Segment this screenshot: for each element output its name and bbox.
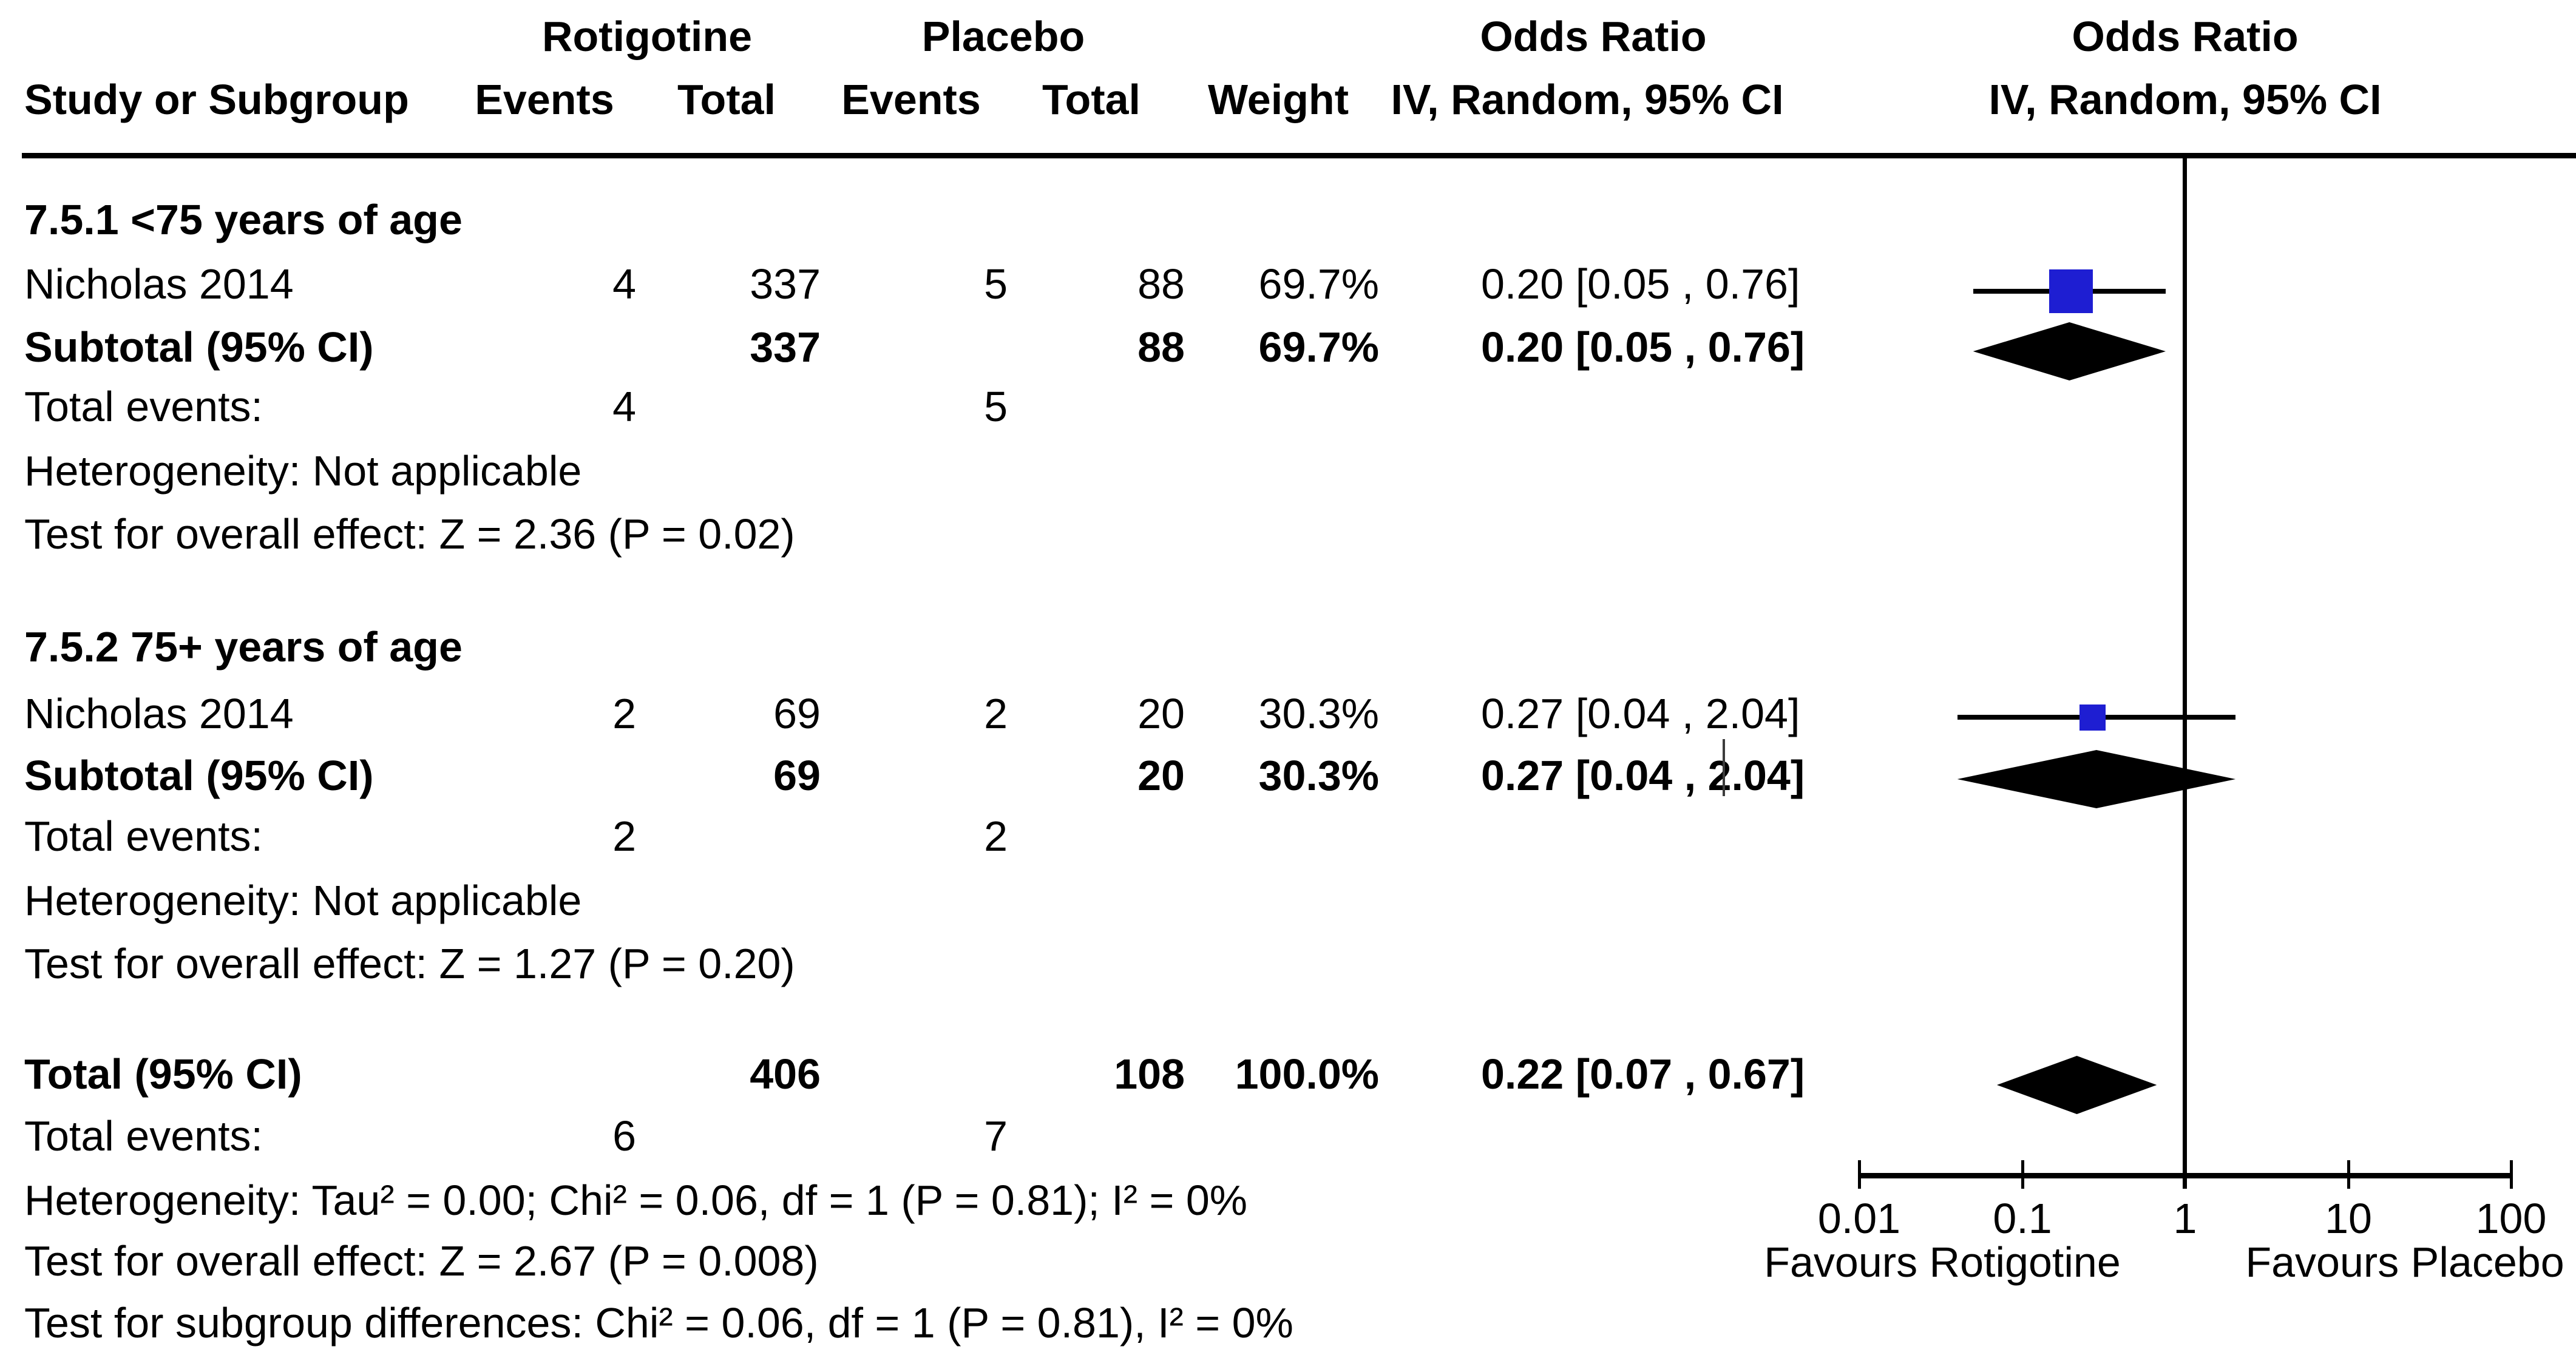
- total-events-control-value: 5: [984, 383, 1008, 430]
- grand-total-control-total: 108: [1114, 1050, 1185, 1098]
- x-axis-tick: [2347, 1160, 2350, 1189]
- total-events-label: Total events:: [24, 383, 263, 430]
- total-events-control-value: 2: [984, 813, 1008, 860]
- iv-random-plot-header: IV, Random, 95% CI: [1988, 76, 2382, 123]
- pooled-diamond: [1973, 322, 2166, 380]
- subtotal-label: Subtotal (95% CI): [24, 752, 374, 799]
- favours-left-label: Favours Rotigotine: [1764, 1238, 2121, 1286]
- subtotal-or-ci: 0.20 [0.05 , 0.76]: [1481, 323, 1805, 371]
- x-axis-tick-label: 0.01: [1817, 1195, 1901, 1242]
- x-axis-tick-label: 0.1: [1993, 1195, 2052, 1242]
- x-axis-tick: [2021, 1160, 2024, 1189]
- subtotal-control-total: 88: [1137, 323, 1185, 371]
- header-rule: [22, 153, 2576, 158]
- total-events-label: Total events:: [24, 1112, 263, 1160]
- iv-random-table-header: IV, Random, 95% CI: [1391, 76, 1784, 123]
- overall-effect-note: Test for overall effect: Z = 2.36 (P = 0…: [24, 510, 795, 558]
- weight-header: Weight: [1207, 76, 1349, 123]
- treatment-events-header: Events: [475, 76, 614, 123]
- subgroup-difference-note: Test for subgroup differences: Chi² = 0.…: [24, 1299, 1293, 1347]
- treatment-total-header: Total: [677, 76, 776, 123]
- overall-effect-note: Test for overall effect: Z = 1.27 (P = 0…: [24, 940, 795, 987]
- study-weight: 30.3%: [1258, 690, 1379, 737]
- study-control-events: 5: [984, 260, 1008, 308]
- subtotal-or-ci[interactable]: 0.27 [0.04 , 2.04]: [1481, 752, 1805, 799]
- total-events-treatment-value: 4: [612, 383, 636, 430]
- text-cursor: [1723, 739, 1725, 796]
- study-weight-square: [2049, 269, 2093, 313]
- heterogeneity-note: Heterogeneity: Not applicable: [24, 447, 582, 495]
- x-axis-tick-label: 10: [2325, 1195, 2372, 1242]
- treatment-group-header: Rotigotine: [541, 13, 753, 60]
- subgroup-title: 7.5.2 75+ years of age: [24, 623, 463, 671]
- study-treatment-events: 2: [612, 690, 636, 737]
- heterogeneity-note: Heterogeneity: Tau² = 0.00; Chi² = 0.06,…: [24, 1177, 1247, 1224]
- subtotal-weight: 30.3%: [1258, 752, 1379, 799]
- total-events-control-value: 7: [984, 1112, 1008, 1160]
- study-or-ci: 0.20 [0.05 , 0.76]: [1481, 260, 1800, 308]
- study-name: Nicholas 2014: [24, 260, 294, 308]
- control-events-header: Events: [841, 76, 981, 123]
- pooled-diamond: [1996, 1056, 2157, 1114]
- study-name: Nicholas 2014: [24, 690, 294, 737]
- study-weight: 69.7%: [1258, 260, 1379, 308]
- study-treatment-events: 4: [612, 260, 636, 308]
- grand-total-treatment-total: 406: [750, 1050, 821, 1098]
- study-control-total: 88: [1137, 260, 1185, 308]
- x-axis-tick: [2184, 1160, 2187, 1189]
- overall-effect-note: Test for overall effect: Z = 2.67 (P = 0…: [24, 1237, 819, 1285]
- x-axis-tick: [2510, 1160, 2513, 1189]
- x-axis-tick-label: 100: [2475, 1195, 2547, 1242]
- study-or-subgroup-header: Study or Subgroup: [24, 76, 409, 123]
- odds-ratio-table-header: Odds Ratio: [1480, 13, 1707, 60]
- grand-total-or-ci: 0.22 [0.07 , 0.67]: [1481, 1050, 1805, 1098]
- study-control-events: 2: [984, 690, 1008, 737]
- total-events-treatment-value: 6: [612, 1112, 636, 1160]
- subtotal-treatment-total: 69: [773, 752, 821, 799]
- subtotal-weight: 69.7%: [1258, 323, 1379, 371]
- study-or-ci: 0.27 [0.04 , 2.04]: [1481, 690, 1800, 737]
- subtotal-treatment-total: 337: [750, 323, 821, 371]
- control-total-header: Total: [1042, 76, 1141, 123]
- study-treatment-total: 69: [773, 690, 821, 737]
- heterogeneity-note: Heterogeneity: Not applicable: [24, 877, 582, 924]
- grand-total-weight: 100.0%: [1235, 1050, 1379, 1098]
- total-events-label: Total events:: [24, 813, 263, 860]
- no-effect-line: [2183, 155, 2187, 1189]
- study-weight-square: [2079, 704, 2106, 731]
- subtotal-control-total: 20: [1137, 752, 1185, 799]
- grand-total-label: Total (95% CI): [24, 1050, 302, 1098]
- pooled-diamond: [1957, 750, 2236, 808]
- subtotal-label: Subtotal (95% CI): [24, 323, 374, 371]
- x-axis-tick: [1858, 1160, 1861, 1189]
- study-control-total: 20: [1137, 690, 1185, 737]
- x-axis-tick-label: 1: [2173, 1195, 2197, 1242]
- subgroup-title: 7.5.1 <75 years of age: [24, 196, 463, 243]
- total-events-treatment-value: 2: [612, 813, 636, 860]
- control-group-header: Placebo: [921, 13, 1085, 60]
- odds-ratio-plot-header: Odds Ratio: [2072, 13, 2299, 60]
- favours-right-label: Favours Placebo: [2245, 1238, 2564, 1286]
- study-treatment-total: 337: [750, 260, 821, 308]
